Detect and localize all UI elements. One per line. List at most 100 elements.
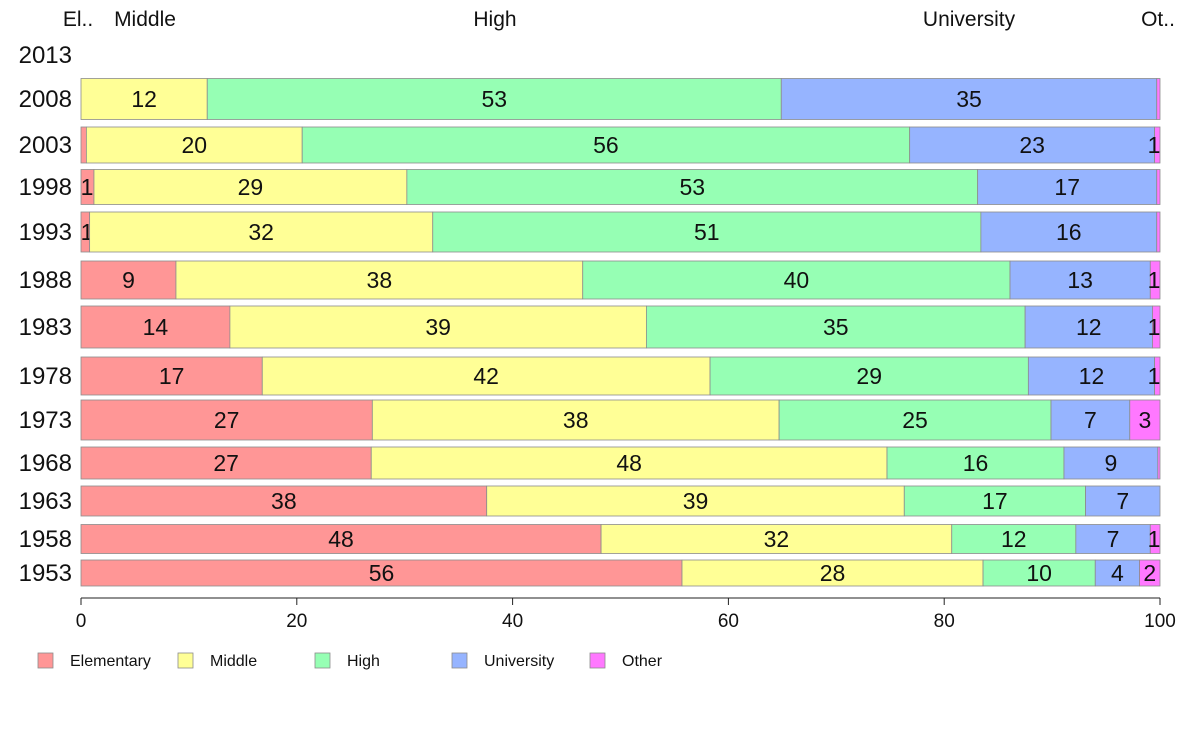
data-label: 4: [1111, 560, 1124, 586]
bar-segment-other: [1154, 356, 1161, 396]
legend-label-high: High: [347, 653, 380, 670]
bar-segment-middle: [261, 356, 711, 396]
bar-segment-high: [582, 260, 1011, 300]
data-label: 42: [473, 363, 499, 389]
bar-segment-high: [301, 126, 911, 164]
data-label: 25: [902, 407, 928, 433]
data-label: 14: [143, 314, 169, 340]
data-label: 56: [369, 560, 395, 586]
y-tick-label: 1978: [19, 363, 72, 390]
data-label: 12: [131, 86, 157, 112]
bar-segment-other: [1139, 559, 1161, 587]
data-label: 1: [1148, 314, 1161, 340]
bar-segment-university: [1094, 559, 1140, 587]
legend-label-other: Other: [622, 653, 663, 670]
data-label: 53: [679, 174, 705, 200]
y-tick-label: 1993: [19, 219, 72, 246]
data-label: 27: [213, 450, 239, 476]
x-tick-label: 20: [286, 611, 307, 632]
bar-segment-university: [1085, 485, 1161, 517]
data-label: 16: [1056, 219, 1082, 245]
data-label: 1: [81, 174, 94, 200]
bar-segment-high: [951, 524, 1077, 554]
data-label: 10: [1026, 560, 1052, 586]
data-label: 12: [1079, 363, 1105, 389]
data-label: 48: [616, 450, 642, 476]
bar-segment-middle: [600, 524, 953, 554]
legend-swatch-university: [451, 652, 468, 669]
bar-segment-other: [1156, 78, 1161, 120]
bar-segment-middle: [370, 446, 888, 480]
data-label: 28: [820, 560, 846, 586]
x-tick-label: 40: [502, 611, 523, 632]
y-tick-label: 1983: [19, 314, 72, 341]
y-tick-label: 2003: [19, 132, 72, 159]
column-header-label: El..: [63, 8, 93, 31]
data-label: 32: [248, 219, 274, 245]
data-label: 38: [563, 407, 589, 433]
data-label: 38: [271, 488, 297, 514]
data-label: 17: [982, 488, 1008, 514]
data-label: 27: [214, 407, 240, 433]
data-label: 29: [856, 363, 882, 389]
data-label: 1: [1148, 267, 1161, 293]
bar-segment-middle: [486, 485, 905, 517]
y-tick-label: 1958: [19, 526, 72, 553]
bar-segment-elementary: [80, 524, 602, 554]
x-tick-label: 60: [718, 611, 739, 632]
bar-segment-university: [1009, 260, 1151, 300]
y-tick-label: 2013: [19, 42, 72, 69]
bar-segment-other: [1149, 260, 1161, 300]
data-label: 9: [1105, 450, 1118, 476]
bar-segment-high: [432, 211, 982, 253]
data-label: 12: [1076, 314, 1102, 340]
data-label: 32: [764, 526, 790, 552]
bar-segment-high: [406, 169, 979, 205]
data-label: 7: [1107, 526, 1120, 552]
bar-segment-high: [886, 446, 1065, 480]
bar-segment-other: [1156, 169, 1161, 205]
legend-label-university: University: [484, 653, 554, 670]
data-label: 56: [593, 132, 619, 158]
column-header-label: Middle: [114, 8, 176, 31]
bar-segment-middle: [229, 305, 647, 349]
bar-segment-middle: [371, 399, 780, 441]
bar-segment-university: [780, 78, 1158, 120]
y-tick-label: 1953: [19, 560, 72, 587]
column-header-label: High: [473, 8, 516, 31]
y-tick-label: 2008: [19, 86, 72, 113]
bar-segment-other: [1129, 399, 1161, 441]
data-label: 7: [1084, 407, 1097, 433]
bar-segment-high: [645, 305, 1026, 349]
bar-segment-other: [1149, 524, 1161, 554]
data-label: 17: [159, 363, 185, 389]
data-label: 7: [1116, 488, 1129, 514]
data-label: 53: [481, 86, 507, 112]
legend-swatch-high: [314, 652, 331, 669]
data-label: 38: [367, 267, 393, 293]
bar-segment-high: [709, 356, 1029, 396]
bar-segment-middle: [80, 78, 208, 120]
data-label: 48: [328, 526, 354, 552]
data-label: 40: [784, 267, 810, 293]
data-label: 35: [956, 86, 982, 112]
legend-swatch-other: [589, 652, 606, 669]
data-label: 1: [1148, 526, 1161, 552]
bar-segment-elementary: [80, 485, 488, 517]
bar-segment-university: [1063, 446, 1159, 480]
data-label: 3: [1138, 407, 1151, 433]
bar-segment-middle: [93, 169, 408, 205]
data-label: 12: [1001, 526, 1027, 552]
bar-segment-middle: [681, 559, 984, 587]
data-label: 9: [122, 267, 135, 293]
column-header-label: University: [923, 8, 1016, 31]
data-label: 16: [963, 450, 989, 476]
data-label: 39: [683, 488, 709, 514]
bar-segment-high: [903, 485, 1086, 517]
bar-segment-university: [909, 126, 1156, 164]
x-tick-label: 0: [76, 611, 87, 632]
data-label: 39: [425, 314, 451, 340]
data-label: 23: [1019, 132, 1045, 158]
bar-segment-elementary: [80, 260, 177, 300]
bar-segment-elementary: [80, 126, 87, 164]
